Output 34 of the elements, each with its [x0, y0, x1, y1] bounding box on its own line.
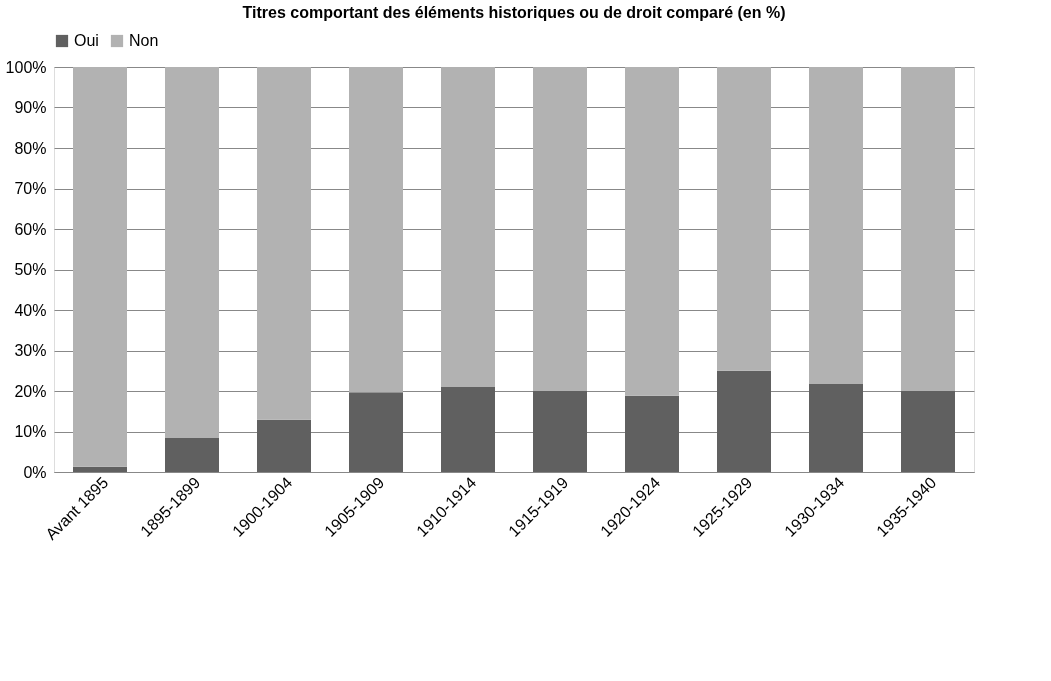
bar	[73, 466, 127, 472]
legend-label: Oui	[74, 32, 99, 49]
bar	[441, 67, 495, 387]
y-tick-label: 40%	[14, 301, 47, 319]
bar	[349, 67, 403, 393]
bar	[717, 67, 771, 371]
bar	[809, 67, 863, 385]
bar	[257, 67, 311, 420]
bar	[809, 384, 863, 472]
y-tick-label: 80%	[14, 139, 47, 157]
bar	[717, 370, 771, 472]
bar	[165, 437, 219, 472]
y-tick-label: 90%	[14, 99, 47, 116]
bar	[901, 391, 955, 472]
y-tick-label: 100%	[5, 58, 47, 76]
bar	[625, 67, 679, 396]
bar	[441, 386, 495, 472]
y-tick-label: 0%	[23, 463, 47, 481]
bar	[165, 67, 219, 438]
bar	[73, 67, 127, 467]
bar	[257, 419, 311, 472]
y-tick-label: 50%	[14, 261, 47, 278]
y-tick-label: 30%	[14, 342, 47, 359]
bar	[901, 67, 955, 391]
bar	[533, 391, 587, 472]
chart-title: Titres comportant des éléments historiques ou de droit comparé (en %)	[242, 4, 786, 21]
y-tick-label: 60%	[14, 220, 47, 238]
y-tick-label: 70%	[14, 180, 47, 197]
bar	[625, 395, 679, 472]
bar	[349, 392, 403, 472]
bar	[533, 67, 587, 391]
y-tick-label: 20%	[14, 382, 47, 400]
legend-label: Non	[129, 32, 159, 49]
y-tick-label: 10%	[14, 423, 47, 440]
